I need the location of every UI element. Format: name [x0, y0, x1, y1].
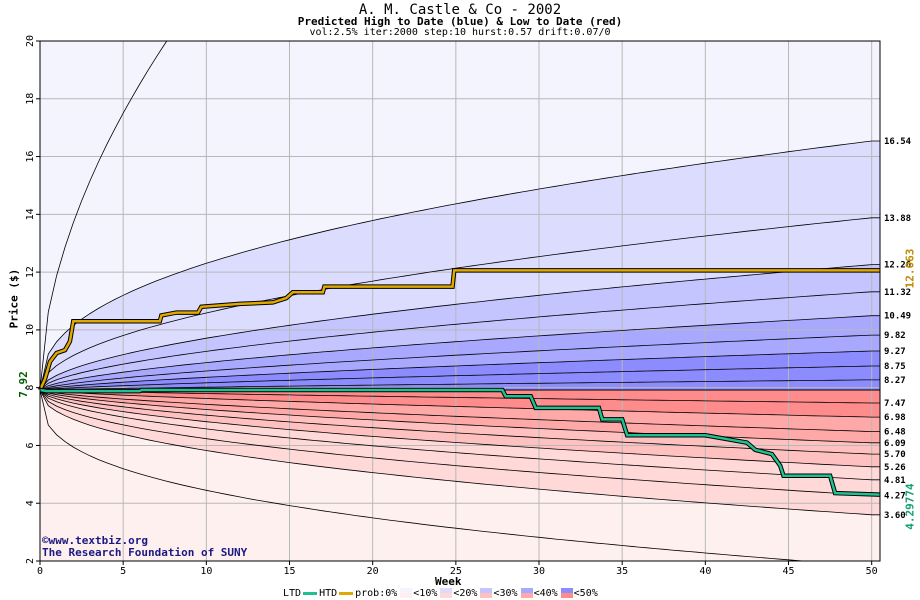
band-lower-1 — [40, 390, 880, 403]
end-value-labels: 16.54 13.88 12.26 11.32 10.49 9.82 9.27 8.75 8.2… — [884, 137, 912, 521]
upper-end-label-1: 16.54 — [884, 137, 912, 147]
y-tick-label-14: 14 — [25, 208, 36, 220]
x-axis-label: Week — [435, 575, 462, 588]
htd-end-label: 12.063 — [903, 248, 917, 289]
lower-end-label-5: 5.70 — [884, 450, 906, 460]
legend-htd-swatch — [339, 591, 354, 595]
upper-percentile-line-8 — [40, 365, 880, 391]
upper-end-label-7: 9.27 — [884, 347, 906, 357]
upper-end-label-9: 8.27 — [884, 376, 906, 386]
x-tick-label-50: 50 — [866, 566, 878, 577]
x-tick-label-35: 35 — [616, 566, 628, 577]
legend-bin-label-3: <30% — [493, 587, 518, 599]
lower-end-label-3: 6.48 — [884, 428, 906, 438]
x-tick-label-0: 0 — [37, 566, 43, 577]
upper-percentile-line-7 — [40, 350, 880, 391]
legend-htd-label: HTD — [319, 587, 338, 599]
x-tick-label-40: 40 — [699, 566, 711, 577]
x-tick-label-30: 30 — [533, 566, 545, 577]
lower-end-label-8: 4.27 — [884, 491, 906, 501]
ltd-end-label: 4.29774 — [903, 483, 917, 530]
lower-percentile-line-6 — [40, 389, 880, 468]
lower-percentile-line-9 — [40, 389, 880, 516]
legend-bin-swatch-1 — [400, 588, 413, 598]
legend-ltd-swatch — [303, 591, 318, 595]
legend-bin-swatch-2 — [440, 588, 453, 598]
credit-org: The Research Foundation of SUNY — [42, 546, 248, 559]
upper-percentile-line-3 — [40, 264, 880, 391]
upper-percentile-line-6 — [40, 334, 880, 391]
plot-frame — [39, 40, 881, 562]
lower-end-label-2: 6.98 — [884, 413, 906, 423]
legend-bin-swatch-5 — [560, 588, 573, 598]
chart-title: A. M. Castle & Co - 2002 — [358, 2, 562, 18]
credit-site: ©www.textbiz.org — [42, 534, 148, 547]
series-lines — [37, 268, 881, 497]
x-tick-label-45: 45 — [782, 566, 794, 577]
probability-bands — [40, 41, 880, 561]
lower-end-label-9: 3.60 — [884, 511, 906, 521]
chart-subtitle: Predicted High to Date (blue) & Low to D… — [297, 15, 623, 28]
lower-percentile-line-7 — [40, 389, 880, 481]
upper-end-label-8: 8.75 — [884, 362, 906, 372]
x-tick-label-20: 20 — [367, 566, 379, 577]
legend-bin-label-5: <50% — [573, 587, 598, 599]
lower-end-label-4: 6.09 — [884, 439, 906, 449]
y-tick-label-2: 2 — [25, 558, 36, 564]
y-tick-label-8: 8 — [25, 385, 36, 391]
upper-percentile-line-9 — [40, 379, 880, 391]
upper-end-label-4: 11.32 — [884, 288, 911, 298]
lower-percentile-line-4 — [40, 389, 880, 444]
legend-bin-swatch-4 — [520, 588, 533, 598]
lower-end-label-6: 5.26 — [884, 463, 906, 473]
x-tick-label-15: 15 — [283, 566, 295, 577]
axis-ticks: 0 5 10 15 20 25 30 35 40 45 50 2 4 6 8 10 12 14 16 18 20 — [25, 35, 878, 577]
y-tick-label-4: 4 — [25, 500, 36, 506]
x-tick-label-5: 5 — [120, 566, 126, 577]
upper-end-label-6: 9.82 — [884, 331, 906, 341]
upper-end-label-5: 10.49 — [884, 312, 911, 322]
upper-end-label-2: 13.88 — [884, 214, 911, 224]
legend-prob-label: prob:0% — [355, 587, 398, 599]
y-tick-label-6: 6 — [25, 442, 36, 448]
lower-end-label-7: 4.81 — [884, 476, 906, 486]
upper-percentile-line-2 — [40, 217, 880, 391]
upper-percentile-line-1 — [40, 140, 880, 391]
y-axis-label: Price ($) — [7, 268, 21, 329]
legend-ltd-label: LTD — [283, 587, 302, 599]
legend-bin-label-4: <40% — [533, 587, 558, 599]
min-envelope-line — [40, 389, 809, 561]
lower-percentile-line-3 — [40, 389, 880, 433]
legend: LTD HTD prob:0% <10% <20% <30% <40% <50% — [283, 587, 598, 599]
lower-percentile-line-1 — [40, 389, 880, 404]
y-tick-label-20: 20 — [25, 35, 36, 47]
htd-line — [38, 269, 880, 391]
legend-bin-label-2: <20% — [453, 587, 478, 599]
upper-percentile-line-4 — [40, 291, 880, 391]
start-price-label: 7.92 — [16, 371, 30, 398]
ltd-line — [39, 388, 881, 496]
y-tick-label-10: 10 — [25, 324, 36, 336]
legend-bin-swatch-3 — [480, 588, 493, 598]
lower-percentile-line-2 — [40, 389, 880, 418]
lower-end-label-1: 7.47 — [884, 399, 906, 409]
legend-bins: <10% <20% <30% <40% <50% — [397, 587, 598, 599]
y-tick-label-18: 18 — [25, 93, 36, 105]
lower-percentile-line-8 — [40, 389, 880, 496]
legend-bin-label-1: <10% — [413, 587, 438, 599]
chart-params: vol:2.5% iter:2000 step:10 hurst:0.57 dr… — [309, 27, 611, 38]
y-tick-label-16: 16 — [25, 151, 36, 163]
upper-end-label-3: 12.26 — [884, 261, 911, 271]
x-tick-label-10: 10 — [200, 566, 212, 577]
x-tick-label-25: 25 — [450, 566, 462, 577]
y-tick-label-12: 12 — [25, 266, 36, 278]
lower-percentile-line-5 — [40, 389, 880, 455]
upper-percentile-line-5 — [40, 315, 880, 391]
